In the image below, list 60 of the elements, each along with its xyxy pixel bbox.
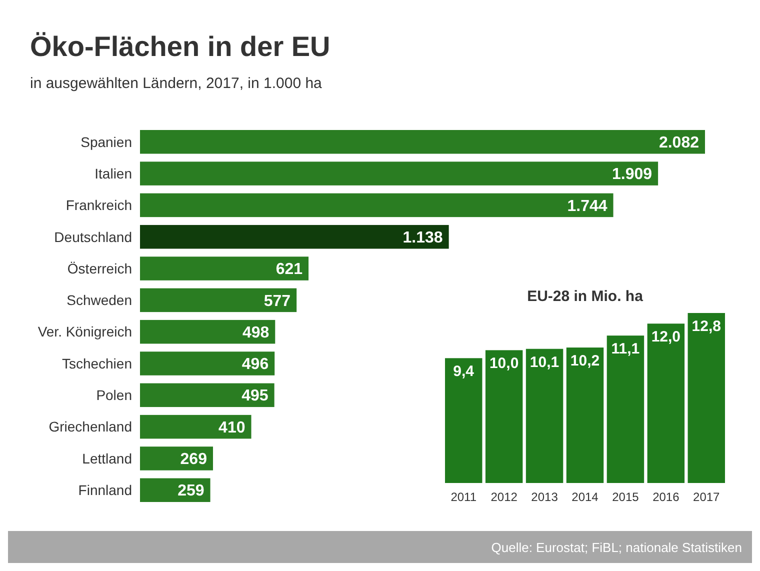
y-tick-label: Spanien xyxy=(80,134,132,150)
bar xyxy=(445,358,482,483)
data-label: 577 xyxy=(264,292,291,310)
bar xyxy=(140,414,252,439)
data-label: 11,1 xyxy=(611,340,640,358)
bar xyxy=(140,162,658,186)
y-tick-label: Ver. Königreich xyxy=(38,324,132,340)
chart-title: Öko-Flächen in der EU xyxy=(30,31,330,62)
bar xyxy=(140,446,213,470)
data-label: 1.744 xyxy=(567,198,608,215)
data-label: 498 xyxy=(242,324,270,342)
data-label: 1.909 xyxy=(612,166,652,184)
y-tick-label: Griechenland xyxy=(48,418,132,435)
bar xyxy=(140,352,275,376)
bar xyxy=(688,313,725,483)
data-label: 12,8 xyxy=(692,318,721,335)
y-tick-label: Tschechien xyxy=(62,355,132,372)
bar xyxy=(647,324,685,483)
data-label: 2.082 xyxy=(658,134,700,152)
y-tick-label: Lettland xyxy=(82,450,132,466)
y-tick-label: Österreich xyxy=(67,260,132,276)
bar xyxy=(140,193,614,218)
bar xyxy=(140,288,297,312)
x-tick-label: 2017 xyxy=(693,490,720,504)
data-label: 269 xyxy=(180,451,208,468)
data-label: 410 xyxy=(218,419,246,436)
bar xyxy=(140,320,276,344)
x-tick-label: 2013 xyxy=(531,490,558,504)
y-tick-label: Polen xyxy=(96,387,132,404)
data-label: 10,0 xyxy=(489,355,519,372)
bar xyxy=(566,348,604,483)
bar xyxy=(606,336,644,483)
x-tick-label: 2015 xyxy=(612,490,640,504)
bar xyxy=(140,383,274,408)
data-label: 10,1 xyxy=(530,354,560,371)
data-label: 495 xyxy=(242,388,268,405)
bar xyxy=(140,224,449,249)
bar xyxy=(485,350,523,483)
x-tick-label: 2011 xyxy=(450,490,477,504)
y-tick-label: Deutschland xyxy=(54,228,132,245)
bar xyxy=(140,130,705,154)
bar xyxy=(526,348,564,483)
data-label: 621 xyxy=(276,261,303,278)
y-tick-label: Frankreich xyxy=(66,197,132,214)
x-tick-label: 2014 xyxy=(572,490,599,504)
data-label: 12,0 xyxy=(651,328,681,346)
chart-title: EU-28 in Mio. ha xyxy=(527,288,644,305)
data-label: 1.138 xyxy=(402,229,443,246)
y-tick-label: Finnland xyxy=(78,482,132,498)
data-label: 9,4 xyxy=(453,363,475,380)
source-note: Quelle: Eurostat; FiBL; nationale Statistiken xyxy=(491,540,742,555)
y-tick-label: Schweden xyxy=(66,292,132,308)
data-label: 259 xyxy=(178,482,204,500)
y-tick-label: Italien xyxy=(94,165,132,182)
x-tick-label: 2012 xyxy=(490,490,518,504)
bar xyxy=(140,256,309,280)
data-label: 10,2 xyxy=(570,352,600,370)
x-tick-label: 2016 xyxy=(652,490,680,504)
chart-subtitle: in ausgewählten Ländern, 2017, in 1.000 ha xyxy=(30,75,323,92)
data-label: 496 xyxy=(242,356,269,374)
